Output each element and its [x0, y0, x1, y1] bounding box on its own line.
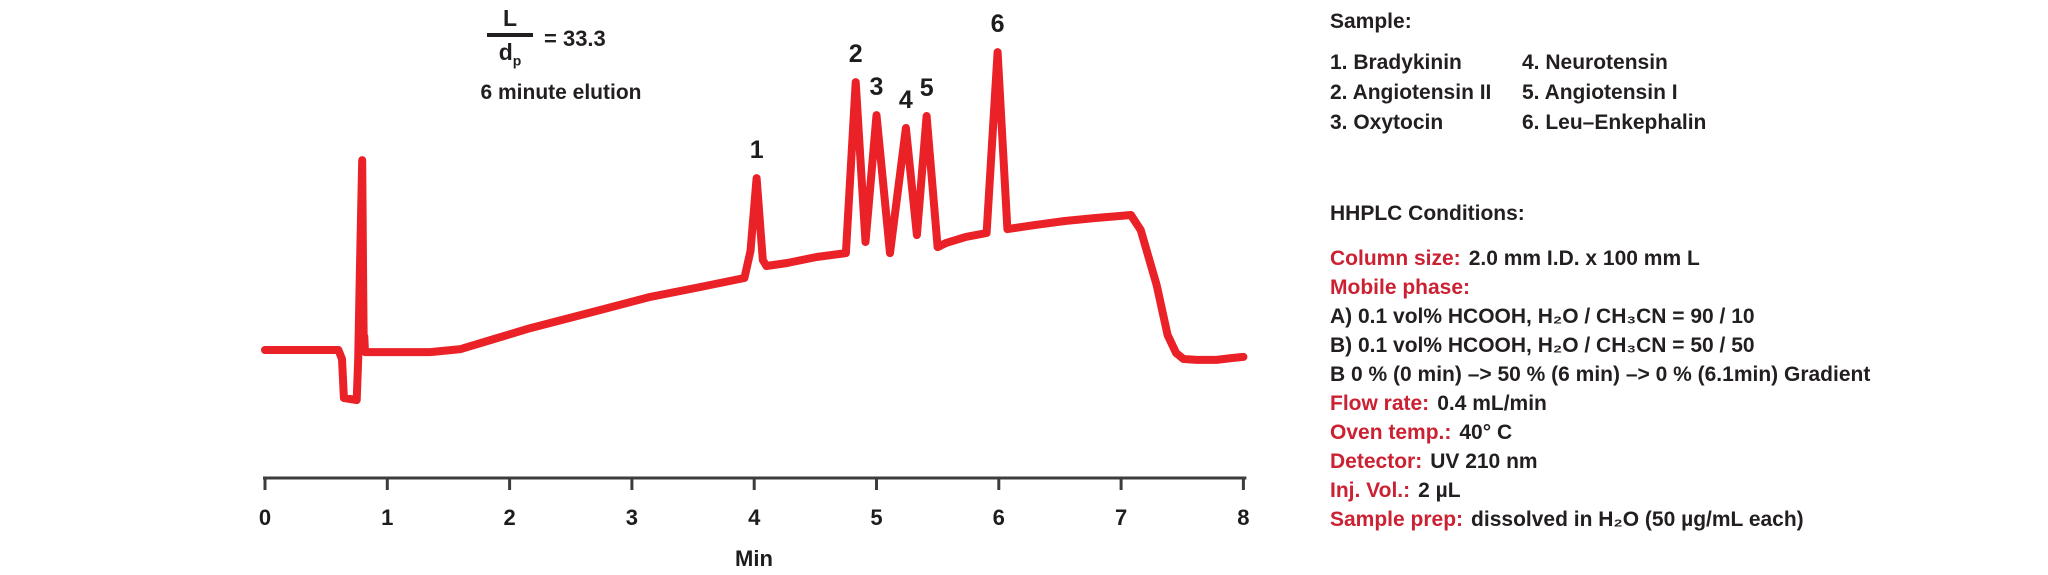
condition-value: UV 210 nm	[1430, 450, 1538, 473]
peak-number-label: 1	[749, 136, 764, 165]
fraction-numerator: L	[502, 5, 518, 31]
x-axis-tick-label: 4	[748, 505, 761, 530]
fraction-denominator: dp	[499, 40, 522, 73]
condition-row: Inj. Vol.: 2 µL	[1330, 476, 1870, 505]
x-axis-title: Min	[735, 546, 773, 571]
sample-item: 2. Angiotensin II	[1330, 81, 1492, 104]
condition-row: B) 0.1 vol% HCOOH, H₂O / CH₃CN = 50 / 50	[1330, 331, 1870, 360]
condition-label: Detector:	[1330, 450, 1423, 473]
x-axis-tick-label: 1	[381, 505, 394, 530]
condition-label: Oven temp.:	[1330, 421, 1452, 444]
column-efficiency-formula: L dp = 33.3	[487, 6, 606, 73]
condition-row: Mobile phase:	[1330, 273, 1870, 302]
condition-label: Sample prep:	[1330, 508, 1464, 531]
fraction: L dp	[487, 6, 533, 73]
condition-value: dissolved in H₂O (50 µg/mL each)	[1471, 508, 1804, 531]
conditions-title: HHPLC Conditions:	[1330, 202, 1525, 225]
chromatogram-svg	[261, 48, 1248, 490]
peak-number-label: 3	[869, 73, 884, 102]
condition-value: 2 µL	[1418, 479, 1461, 502]
x-axis-tick-label: 6	[992, 505, 1005, 530]
sample-item: 1. Bradykinin	[1330, 51, 1462, 74]
condition-label: Mobile phase:	[1330, 276, 1471, 299]
peak-number-label: 5	[919, 74, 934, 102]
condition-value: B) 0.1 vol% HCOOH, H₂O / CH₃CN = 50 / 50	[1330, 334, 1755, 357]
fraction-bar	[487, 33, 533, 37]
x-axis-tick-label: 8	[1237, 505, 1250, 530]
x-axis-tick-label: 3	[625, 505, 639, 530]
denominator-base: d	[498, 39, 513, 65]
condition-row: Oven temp.: 40° C	[1330, 418, 1870, 447]
sample-item: 3. Oxytocin	[1330, 111, 1444, 134]
sample-legend-title: Sample:	[1330, 10, 1412, 33]
condition-row: B 0 % (0 min) –> 50 % (6 min) –> 0 % (6.…	[1330, 360, 1870, 389]
conditions-list: Column size: 2.0 mm I.D. x 100 mm L Mobil…	[1330, 244, 1870, 534]
condition-label: Inj. Vol.:	[1330, 479, 1411, 502]
condition-label: Flow rate:	[1330, 392, 1430, 415]
condition-row: Detector: UV 210 nm	[1330, 447, 1870, 476]
sample-legend-list: 1. Bradykinin 2. Angiotensin II 3. Oxyto…	[1330, 48, 1706, 138]
condition-value: 0.4 mL/min	[1437, 392, 1547, 415]
elution-caption: 6 minute elution	[480, 81, 642, 104]
x-axis-tick-label: 2	[503, 505, 516, 530]
sample-item: 4. Neurotensin	[1522, 51, 1668, 74]
x-axis-tick-label: 7	[1114, 505, 1128, 530]
sample-item: 6. Leu–Enkephalin	[1522, 111, 1707, 134]
x-axis-tick-label: 0	[258, 505, 272, 530]
sample-item: 5. Angiotensin I	[1522, 81, 1678, 104]
denominator-subscript: p	[512, 52, 522, 69]
condition-row: Column size: 2.0 mm I.D. x 100 mm L	[1330, 244, 1870, 273]
condition-row: Sample prep: dissolved in H₂O (50 µg/mL e…	[1330, 505, 1870, 534]
peak-number-label: 6	[990, 10, 1005, 39]
peak-number-label: 4	[898, 86, 913, 114]
condition-value: A) 0.1 vol% HCOOH, H₂O / CH₃CN = 90 / 10	[1330, 305, 1755, 328]
peak-number-label: 2	[848, 40, 863, 69]
condition-label: Column size:	[1330, 247, 1461, 270]
condition-value: B 0 % (0 min) –> 50 % (6 min) –> 0 % (6.…	[1330, 363, 1871, 386]
condition-value: 40° C	[1459, 421, 1513, 444]
condition-row: Flow rate: 0.4 mL/min	[1330, 389, 1870, 418]
condition-value: 2.0 mm I.D. x 100 mm L	[1468, 247, 1700, 270]
condition-row: A) 0.1 vol% HCOOH, H₂O / CH₃CN = 90 / 10	[1330, 302, 1870, 331]
x-axis-tick-label: 5	[870, 505, 883, 530]
formula-result: = 33.3	[544, 26, 606, 52]
chromatogram-trace	[261, 48, 1248, 405]
